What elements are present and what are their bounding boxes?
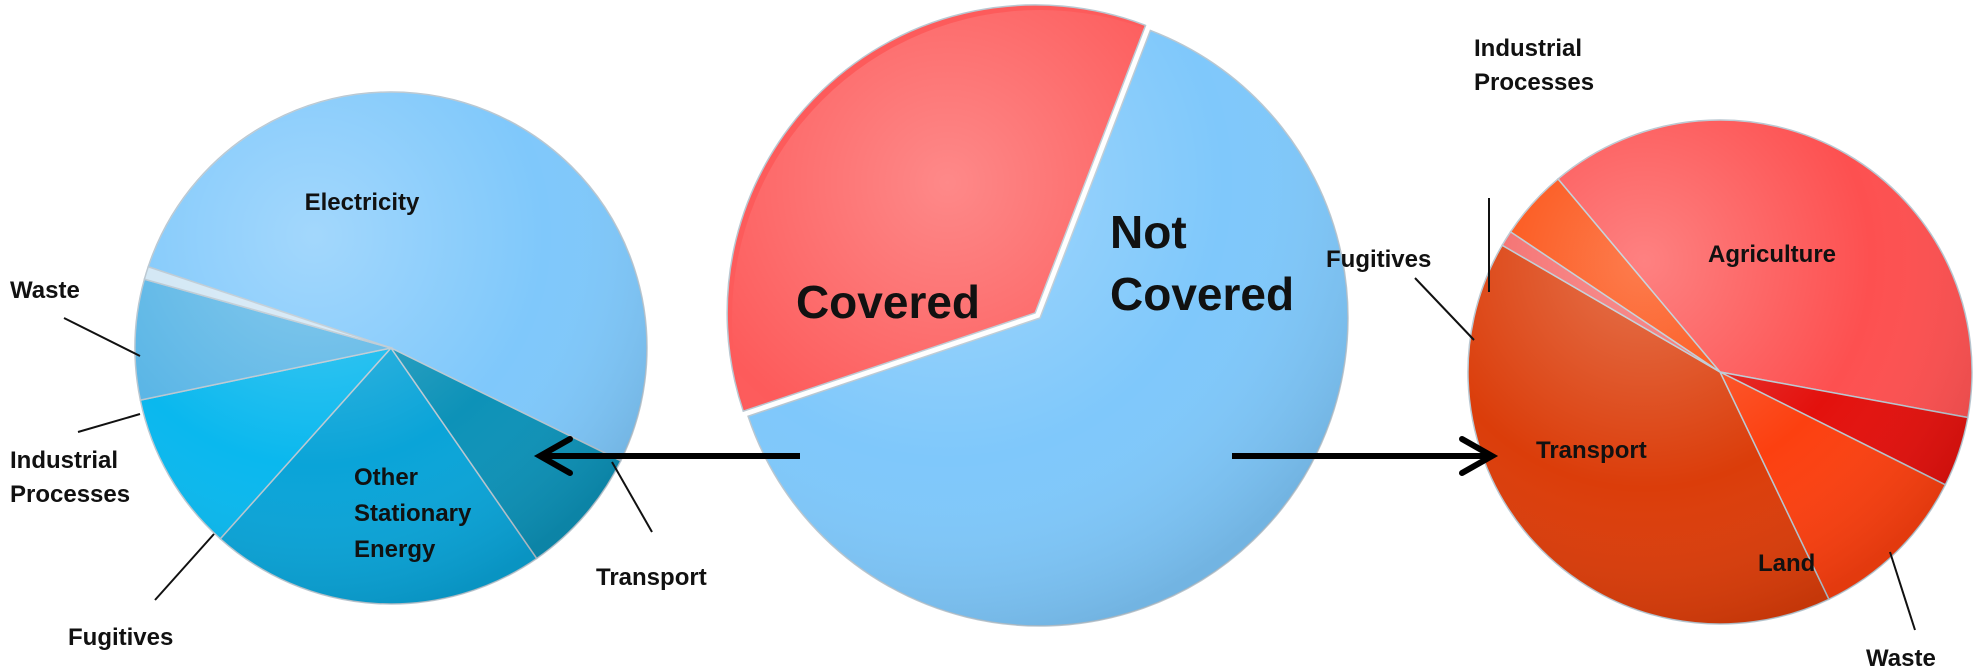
not-covered-label-waste: Waste xyxy=(1866,645,1936,671)
arrow-not-covered-breakdown xyxy=(1232,436,1499,476)
coverage-label-not-covered: Not Covered xyxy=(1110,206,1294,320)
not-covered-label-land: Land xyxy=(1758,550,1815,577)
leader-waste-left xyxy=(63,317,141,357)
covered-label-fugitives: Fugitives xyxy=(68,624,173,651)
leader-waste-right xyxy=(1889,551,1916,631)
leader-fugitives-left xyxy=(154,533,215,601)
covered-label-industrial-processes: Industrial Processes xyxy=(10,447,130,508)
covered-label-transport: Transport xyxy=(596,564,707,591)
not-covered-label-agriculture: Agriculture xyxy=(1708,241,1836,268)
leader-industrial-left xyxy=(77,413,141,433)
leader-fugitives-right xyxy=(1414,277,1475,341)
leader-transport-left xyxy=(611,461,653,533)
not-covered-label-fugitives: Fugitives xyxy=(1326,246,1431,273)
covered-label-waste: Waste xyxy=(10,277,80,304)
coverage-label-covered: Covered xyxy=(796,276,980,328)
not-covered-label-transport: Transport xyxy=(1536,437,1647,464)
arrow-covered-breakdown xyxy=(533,436,800,476)
covered-label-electricity: Electricity xyxy=(305,189,420,216)
covered-label-other-stationary-energy: Other Stationary Energy xyxy=(354,464,472,563)
not-covered-label-industrial-processes: Industrial Processes xyxy=(1474,35,1594,96)
